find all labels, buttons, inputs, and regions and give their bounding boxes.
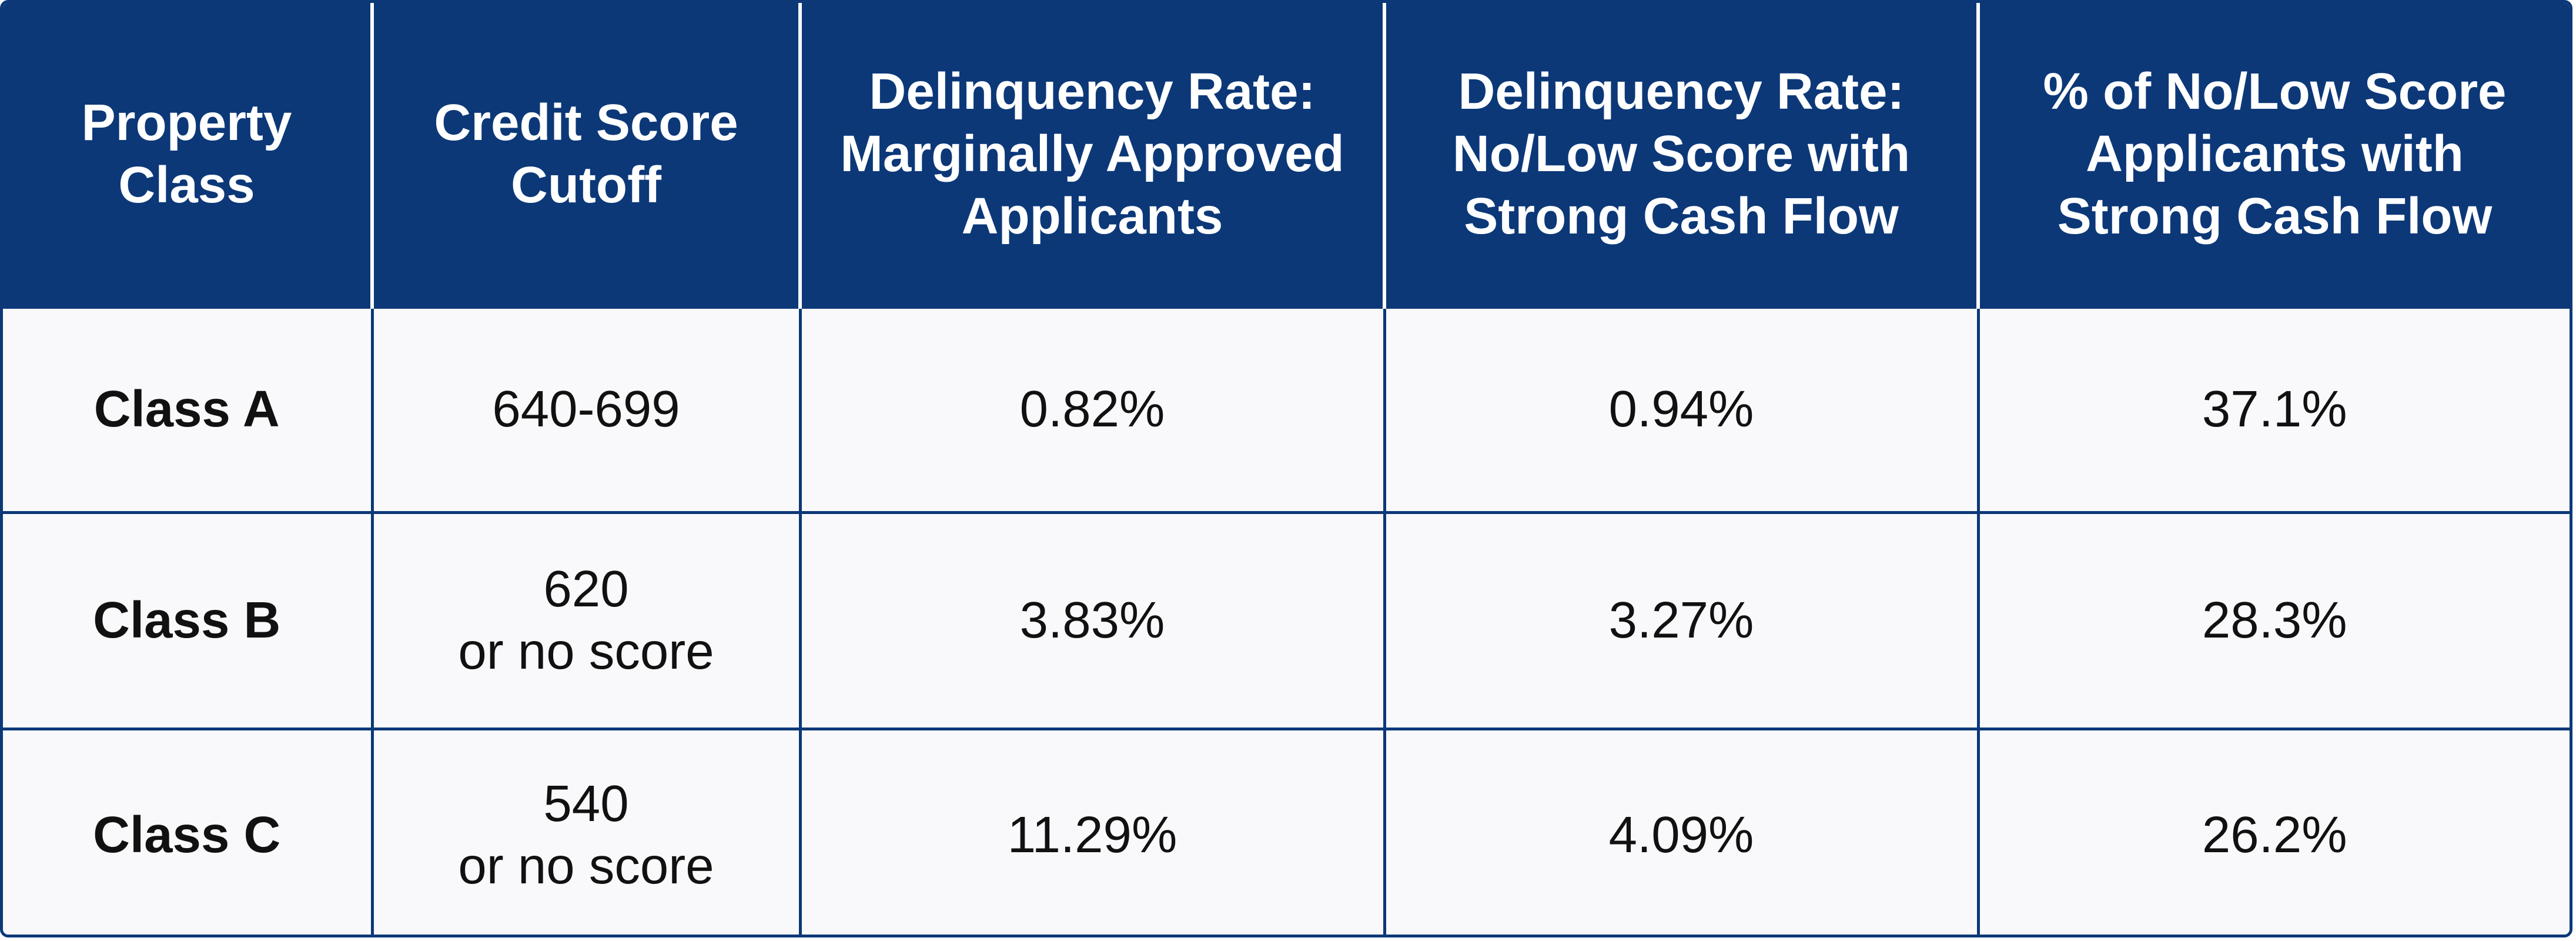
table-body: Class A 640-699 0.82% 0.94% 37.1% Class …: [3, 305, 2570, 935]
cell-delinquency-marginal: 0.82%: [798, 305, 1384, 512]
cell-percent-strong-cash-flow: 26.2%: [1976, 727, 2570, 935]
cell-percent-strong-cash-flow: 37.1%: [1976, 305, 2570, 512]
header-property-class: Property Class: [3, 3, 372, 307]
cell-delinquency-marginal: 11.29%: [798, 727, 1384, 935]
cell-property-class: Class A: [3, 305, 372, 512]
cell-delinquency-marginal: 3.83%: [798, 510, 1384, 729]
header-delinquency-marginal: Delinquency Rate: Marginally Approved Ap…: [798, 3, 1384, 307]
cell-credit-score-cutoff: 620 or no score: [370, 510, 800, 729]
header-row: Property Class Credit Score Cutoff Delin…: [3, 3, 2570, 307]
header-credit-score-cutoff: Credit Score Cutoff: [370, 3, 800, 307]
table-row: Class B 620 or no score 3.83% 3.27% 28.3…: [3, 510, 2570, 729]
cell-property-class: Class B: [3, 510, 372, 729]
cell-credit-score-cutoff: 540 or no score: [370, 727, 800, 935]
cell-delinquency-no-low-score: 3.27%: [1383, 510, 1978, 729]
cell-credit-score-cutoff: 640-699: [370, 305, 800, 512]
table-row: Class A 640-699 0.82% 0.94% 37.1%: [3, 305, 2570, 512]
cell-delinquency-no-low-score: 4.09%: [1383, 727, 1978, 935]
cell-delinquency-no-low-score: 0.94%: [1383, 305, 1978, 512]
table-row: Class C 540 or no score 11.29% 4.09% 26.…: [3, 727, 2570, 935]
delinquency-table: Property Class Credit Score Cutoff Delin…: [3, 3, 2570, 935]
header-delinquency-no-low-score: Delinquency Rate: No/Low Score with Stro…: [1383, 3, 1978, 307]
cell-percent-strong-cash-flow: 28.3%: [1976, 510, 2570, 729]
header-percent-strong-cash-flow: % of No/Low Score Applicants with Strong…: [1976, 3, 2570, 307]
cell-property-class: Class C: [3, 727, 372, 935]
table-header: Property Class Credit Score Cutoff Delin…: [3, 3, 2570, 307]
